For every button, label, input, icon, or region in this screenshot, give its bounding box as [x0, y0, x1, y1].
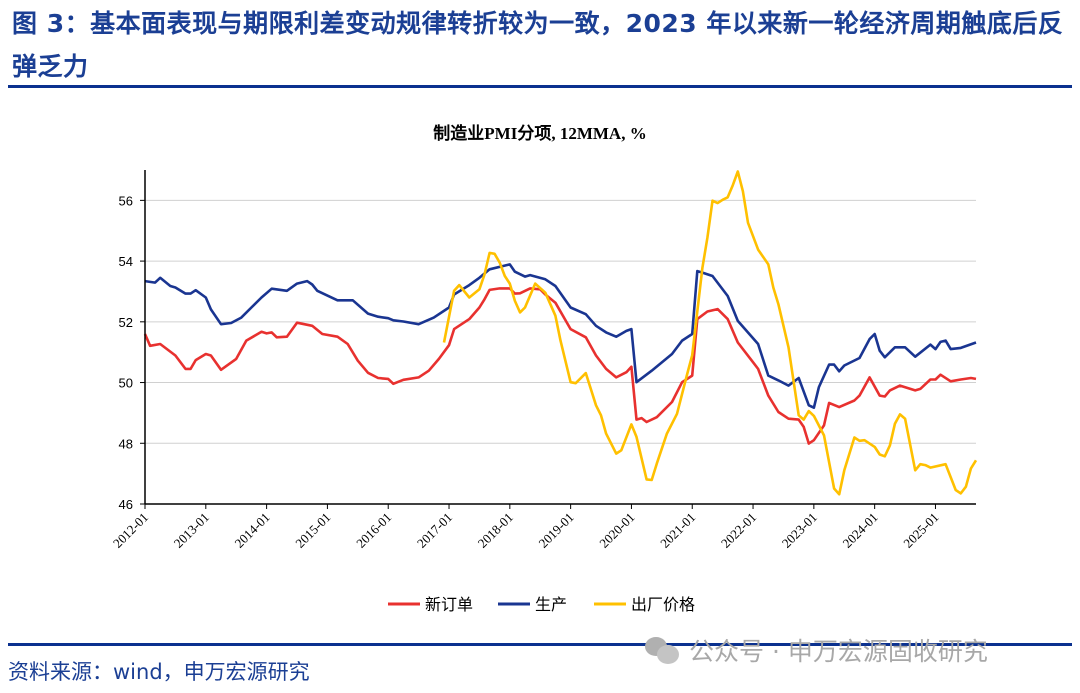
y-tick-label: 46: [119, 497, 133, 512]
y-tick-label: 56: [119, 193, 133, 208]
footer-divider: [8, 643, 1072, 646]
legend-label-new-orders: 新订单: [425, 595, 473, 614]
x-tick-label: 2023-01: [779, 510, 820, 551]
x-tick-label: 2013-01: [171, 510, 212, 551]
x-tick-label: 2014-01: [231, 510, 272, 551]
x-tick-label: 2024-01: [840, 510, 881, 551]
y-tick-label: 50: [119, 376, 133, 391]
x-tick-label: 2012-01: [110, 510, 151, 551]
y-tick-label: 48: [119, 436, 133, 451]
watermark: 公众号 · 申万宏源固收研究: [645, 632, 988, 668]
y-tick-label: 54: [119, 254, 133, 269]
legend-label-ex-factory-price: 出厂价格: [631, 595, 695, 614]
x-tick-label: 2019-01: [536, 510, 577, 551]
legend-label-production: 生产: [535, 595, 567, 614]
y-tick-label: 52: [119, 315, 133, 330]
legend: 新订单 生产 出厂价格: [388, 595, 695, 614]
watermark-text: 公众号 · 申万宏源固收研究: [689, 637, 988, 666]
x-tick-label: 2020-01: [596, 510, 637, 551]
figure-title: 图 3：基本面表现与期限利差变动规律转折较为一致，2023 年以来新一轮经济周期…: [12, 9, 1064, 81]
title-divider: [8, 85, 1072, 88]
x-tick-label: 2025-01: [900, 510, 941, 551]
x-tick-label: 2018-01: [475, 510, 516, 551]
x-tick-label: 2017-01: [414, 510, 455, 551]
x-tick-label: 2016-01: [353, 510, 394, 551]
series-line-new-orders: [143, 287, 977, 445]
x-tick-label: 2022-01: [718, 510, 759, 551]
chart-title: 制造业PMI分项, 12MMA, %: [433, 123, 646, 143]
x-tick-label: 2015-01: [292, 510, 333, 551]
series-line-production: [144, 263, 977, 409]
x-tick-label: 2021-01: [657, 510, 698, 551]
series-line-ex-factory-price: [442, 170, 978, 496]
source-note: 资料来源：wind，申万宏源研究: [8, 660, 310, 684]
wechat-icon: [645, 635, 681, 665]
